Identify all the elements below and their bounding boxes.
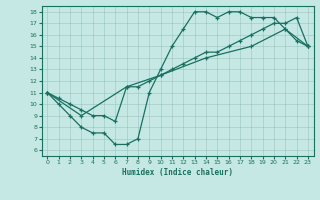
- X-axis label: Humidex (Indice chaleur): Humidex (Indice chaleur): [122, 168, 233, 177]
